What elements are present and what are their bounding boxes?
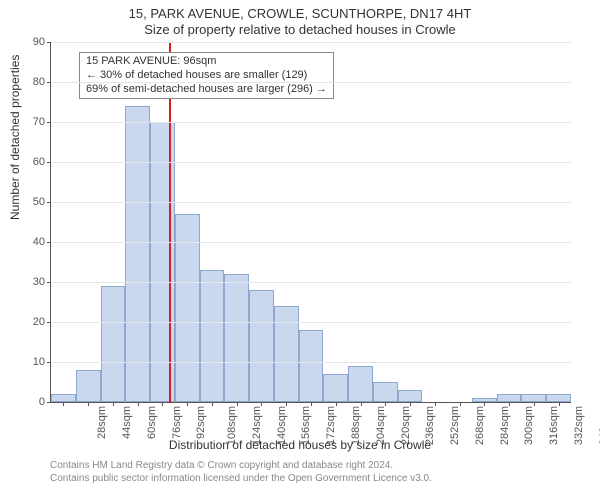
xtick-label: 44sqm [121, 406, 133, 439]
ytick-label: 60 [33, 156, 51, 168]
chart-plot-area: 15 PARK AVENUE: 96sqm ← 30% of detached … [50, 42, 571, 403]
xtick-mark [286, 402, 287, 406]
bar [200, 270, 225, 402]
xtick-label: 60sqm [146, 406, 158, 439]
xtick-mark [559, 402, 560, 406]
ytick-label: 0 [39, 396, 51, 408]
bar [274, 306, 299, 402]
xtick-mark [385, 402, 386, 406]
xtick-label: 28sqm [96, 406, 108, 439]
gridline [51, 42, 571, 43]
bar [398, 390, 423, 402]
xtick-mark [138, 402, 139, 406]
bar [150, 122, 175, 402]
ytick-label: 30 [33, 276, 51, 288]
xtick-mark [237, 402, 238, 406]
xtick-mark [460, 402, 461, 406]
xtick-label: 92sqm [195, 406, 207, 439]
xtick-mark [162, 402, 163, 406]
bar [323, 374, 348, 402]
bar [373, 382, 398, 402]
chart-title-line1: 15, PARK AVENUE, CROWLE, SCUNTHORPE, DN1… [0, 6, 600, 21]
xtick-mark [361, 402, 362, 406]
xtick-mark [311, 402, 312, 406]
ytick-label: 40 [33, 236, 51, 248]
xtick-mark [261, 402, 262, 406]
gridline [51, 122, 571, 123]
xtick-mark [187, 402, 188, 406]
xtick-mark [336, 402, 337, 406]
bar [76, 370, 101, 402]
annotation-box: 15 PARK AVENUE: 96sqm ← 30% of detached … [79, 52, 334, 99]
bar [521, 394, 546, 402]
x-axis-label: Distribution of detached houses by size … [0, 438, 600, 452]
ytick-label: 70 [33, 116, 51, 128]
bar [299, 330, 324, 402]
chart-title-line2: Size of property relative to detached ho… [0, 22, 600, 37]
xtick-mark [113, 402, 114, 406]
bar [101, 286, 126, 402]
gridline [51, 82, 571, 83]
bar [224, 274, 249, 402]
annotation-line2: ← 30% of detached houses are smaller (12… [86, 69, 327, 83]
annotation-line1: 15 PARK AVENUE: 96sqm [86, 55, 327, 69]
xtick-label: 76sqm [171, 406, 183, 439]
bar [348, 366, 373, 402]
gridline [51, 242, 571, 243]
footer-line1: Contains HM Land Registry data © Crown c… [50, 460, 432, 473]
ytick-label: 80 [33, 76, 51, 88]
bar [546, 394, 571, 402]
annotation-line3: 69% of semi-detached houses are larger (… [86, 83, 327, 97]
xtick-mark [435, 402, 436, 406]
gridline [51, 362, 571, 363]
xtick-mark [212, 402, 213, 406]
ytick-label: 50 [33, 196, 51, 208]
xtick-mark [509, 402, 510, 406]
bar [249, 290, 274, 402]
bar [125, 106, 150, 402]
chart-footer: Contains HM Land Registry data © Crown c… [50, 460, 432, 485]
xtick-mark [534, 402, 535, 406]
y-axis-label: Number of detached properties [8, 55, 22, 220]
gridline [51, 202, 571, 203]
gridline [51, 282, 571, 283]
gridline [51, 322, 571, 323]
gridline [51, 162, 571, 163]
xtick-mark [484, 402, 485, 406]
footer-line2: Contains public sector information licen… [50, 473, 432, 486]
bar [51, 394, 76, 402]
xtick-mark [88, 402, 89, 406]
xtick-mark [63, 402, 64, 406]
ytick-label: 90 [33, 36, 51, 48]
ytick-label: 10 [33, 356, 51, 368]
xtick-mark [410, 402, 411, 406]
ytick-label: 20 [33, 316, 51, 328]
bar [497, 394, 522, 402]
